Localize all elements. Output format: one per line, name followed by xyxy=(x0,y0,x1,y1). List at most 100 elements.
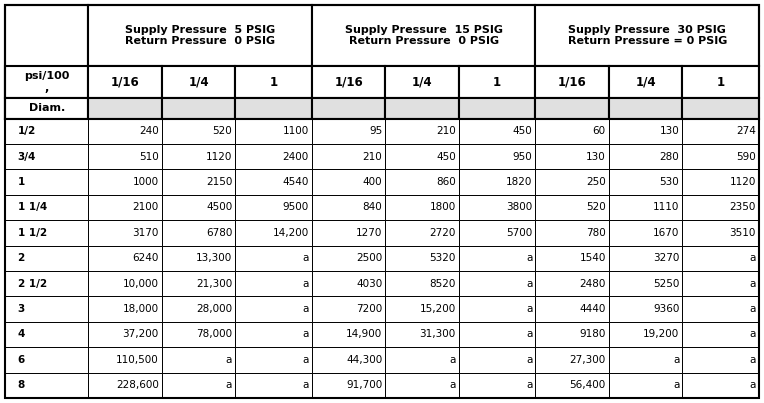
Bar xyxy=(536,195,609,220)
Bar xyxy=(5,347,89,373)
Text: a: a xyxy=(526,304,533,314)
Bar xyxy=(536,373,609,398)
Bar xyxy=(5,220,89,245)
Bar xyxy=(89,66,162,98)
Bar xyxy=(235,322,312,347)
Bar xyxy=(162,66,235,98)
Text: a: a xyxy=(749,380,756,390)
Text: 21,300: 21,300 xyxy=(196,279,232,289)
Bar xyxy=(609,98,682,118)
Text: 110,500: 110,500 xyxy=(116,355,159,365)
Bar xyxy=(5,144,89,169)
Bar xyxy=(609,220,682,245)
Text: a: a xyxy=(226,355,232,365)
Bar xyxy=(5,5,89,118)
Bar xyxy=(536,220,609,245)
Text: 1: 1 xyxy=(717,75,725,89)
Bar xyxy=(5,98,89,118)
Bar xyxy=(682,347,759,373)
Bar xyxy=(682,322,759,347)
Bar xyxy=(162,220,235,245)
Bar xyxy=(235,98,312,118)
Bar xyxy=(312,347,385,373)
Bar xyxy=(235,66,312,98)
Bar xyxy=(682,296,759,322)
Text: 6780: 6780 xyxy=(206,228,232,238)
Text: 2100: 2100 xyxy=(133,202,159,212)
Bar xyxy=(536,296,609,322)
Text: 1/4: 1/4 xyxy=(412,75,432,89)
Bar xyxy=(89,220,162,245)
Text: 4: 4 xyxy=(18,330,25,339)
Bar xyxy=(536,66,609,98)
Text: a: a xyxy=(749,355,756,365)
Text: 4500: 4500 xyxy=(206,202,232,212)
Bar xyxy=(609,271,682,296)
Bar xyxy=(458,245,536,271)
Bar xyxy=(385,118,458,144)
Text: a: a xyxy=(303,355,309,365)
Bar xyxy=(458,195,536,220)
Bar xyxy=(536,271,609,296)
Text: 274: 274 xyxy=(736,126,756,136)
Bar xyxy=(312,169,385,195)
Bar xyxy=(458,347,536,373)
Text: 2720: 2720 xyxy=(429,228,456,238)
Bar xyxy=(5,169,89,195)
Bar xyxy=(162,322,235,347)
Bar xyxy=(162,373,235,398)
Text: 3510: 3510 xyxy=(730,228,756,238)
Text: 530: 530 xyxy=(659,177,679,187)
Bar xyxy=(89,296,162,322)
Text: 1670: 1670 xyxy=(653,228,679,238)
Bar xyxy=(385,220,458,245)
Bar xyxy=(235,169,312,195)
Bar xyxy=(5,118,89,144)
Text: Supply Pressure  5 PSIG
Return Pressure  0 PSIG: Supply Pressure 5 PSIG Return Pressure 0… xyxy=(125,25,275,46)
Bar xyxy=(89,144,162,169)
Bar xyxy=(162,245,235,271)
Bar xyxy=(536,245,609,271)
Bar xyxy=(536,144,609,169)
Text: 19,200: 19,200 xyxy=(643,330,679,339)
Text: a: a xyxy=(749,253,756,263)
Bar xyxy=(312,220,385,245)
Bar xyxy=(89,98,162,118)
Text: 3: 3 xyxy=(18,304,24,314)
Bar xyxy=(682,98,759,118)
Bar xyxy=(385,347,458,373)
Bar xyxy=(458,118,536,144)
Bar xyxy=(682,373,759,398)
Bar xyxy=(312,322,385,347)
Text: a: a xyxy=(303,330,309,339)
Text: a: a xyxy=(449,355,456,365)
Bar xyxy=(5,322,89,347)
Text: 210: 210 xyxy=(436,126,456,136)
Bar xyxy=(458,98,536,118)
Bar xyxy=(458,66,536,98)
Text: a: a xyxy=(673,355,679,365)
Bar xyxy=(162,195,235,220)
Bar xyxy=(385,271,458,296)
Bar xyxy=(312,195,385,220)
Bar xyxy=(235,118,312,144)
Text: a: a xyxy=(526,380,533,390)
Bar xyxy=(458,169,536,195)
Text: 2 1/2: 2 1/2 xyxy=(18,279,47,289)
Text: 1000: 1000 xyxy=(133,177,159,187)
Text: 2350: 2350 xyxy=(730,202,756,212)
Bar xyxy=(609,347,682,373)
Text: 400: 400 xyxy=(363,177,382,187)
Text: 1/16: 1/16 xyxy=(111,75,140,89)
Bar xyxy=(5,271,89,296)
Bar xyxy=(162,118,235,144)
Bar xyxy=(235,271,312,296)
Bar xyxy=(536,347,609,373)
Bar xyxy=(235,296,312,322)
Bar xyxy=(385,66,458,98)
Text: a: a xyxy=(226,380,232,390)
Bar xyxy=(609,373,682,398)
Text: 31,300: 31,300 xyxy=(419,330,456,339)
Bar xyxy=(89,169,162,195)
Bar xyxy=(5,373,89,398)
